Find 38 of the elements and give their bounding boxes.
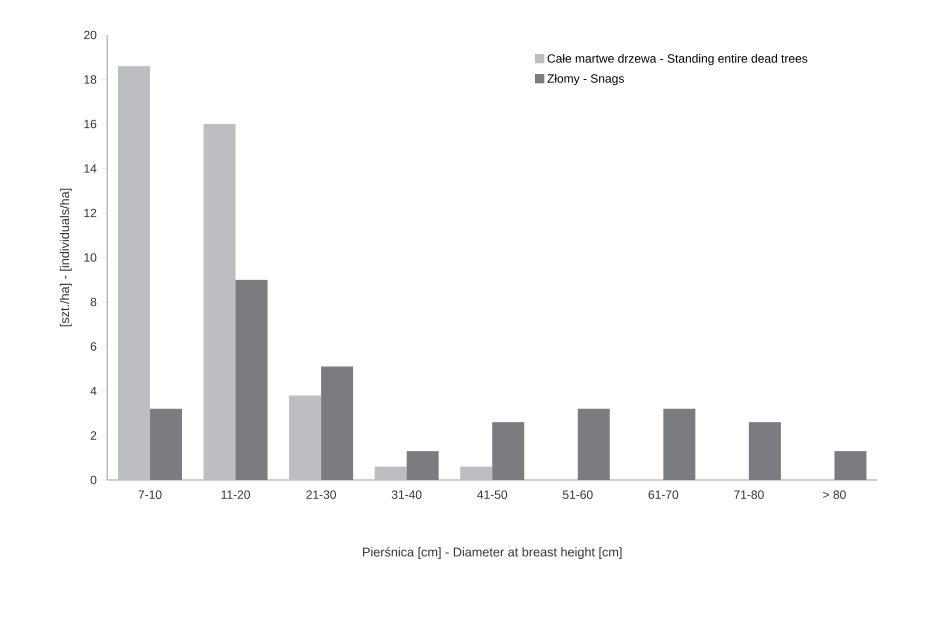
bar	[236, 280, 268, 480]
bar	[150, 408, 182, 480]
bar	[406, 451, 439, 480]
bar	[204, 124, 236, 480]
bar	[748, 422, 781, 480]
legend-label: Złomy - Snags	[547, 74, 624, 86]
bar	[834, 451, 866, 480]
x-tick-label: 21-30	[306, 490, 336, 499]
bar	[289, 395, 322, 480]
bar	[460, 466, 492, 480]
x-axis-title: Pierśnica [cm] - Diameter at breast height [cm]	[363, 547, 622, 560]
y-tick-label: 16	[84, 120, 96, 128]
bar	[492, 422, 524, 480]
y-tick-label: 6	[90, 342, 96, 351]
y-tick-label: 8	[90, 298, 96, 306]
x-tick-label: 51-60	[562, 490, 593, 499]
y-tick-label: 10	[84, 253, 96, 262]
y-tick-label: 0	[90, 476, 96, 484]
y-tick-label: 4	[90, 386, 96, 396]
x-tick-label: 11-20	[222, 490, 250, 499]
y-tick-label: 14	[84, 164, 96, 173]
bar	[321, 366, 354, 480]
x-tick-label: 61-70	[648, 490, 678, 499]
legend-label: Całe martwe drzewa - Standing entire dead trees	[548, 54, 808, 66]
x-tick-label: 41-50	[477, 490, 508, 499]
bar	[578, 408, 610, 480]
y-tick-label: 18	[84, 75, 96, 84]
x-tick-label: > 80	[823, 490, 846, 499]
y-tick-label: 20	[84, 30, 96, 40]
y-axis-title: [szt./ha] - [individuals/ha]	[60, 188, 72, 326]
bar	[663, 408, 696, 480]
y-tick-label: 12	[84, 208, 96, 218]
bar	[118, 66, 150, 480]
y-tick-label: 2	[90, 431, 96, 440]
bar	[374, 466, 407, 480]
x-tick-label: 31-40	[392, 490, 422, 499]
x-tick-label: 7-10	[138, 490, 162, 499]
x-tick-label: 71-80	[734, 490, 764, 499]
